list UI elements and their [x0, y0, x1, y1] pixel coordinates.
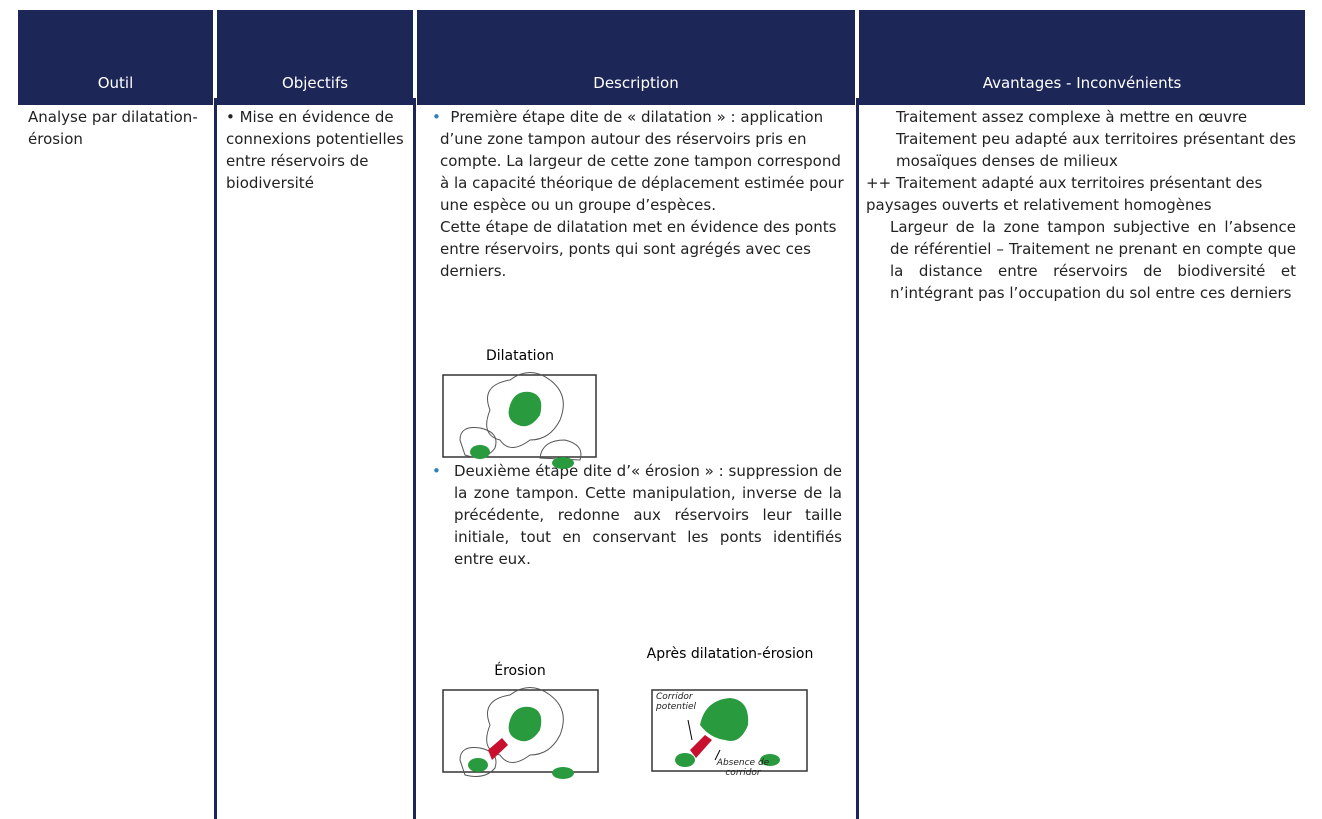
- header-text: Objectifs: [281, 73, 349, 92]
- header-text: Description: [593, 73, 679, 92]
- figure-title: Après dilatation-érosion: [647, 646, 814, 662]
- description-step: Première étape dite de « dilatation » : …: [440, 108, 844, 214]
- header-text: Avantages - Inconvénients: [982, 73, 1182, 92]
- figure-frame: [651, 689, 808, 772]
- header-cell: Avantages - Inconvénients: [859, 10, 1305, 105]
- advantages: Traitement assez complexe à mettre en œu…: [866, 106, 1296, 304]
- figure-erosion: [459, 687, 574, 779]
- header-text: Outil: [97, 73, 134, 92]
- advantage-item: Traitement peu adapté aux territoires pr…: [896, 130, 1296, 170]
- figure-label: Corridor potentiel: [656, 692, 697, 712]
- objective-text: • Mise en évidence de connexions potenti…: [226, 108, 404, 192]
- description-2: • Deuxième étape dite d’« érosion » : sup…: [432, 462, 842, 568]
- arrow: [714, 749, 721, 761]
- advantage-item: Traitement assez complexe à mettre en œu…: [896, 108, 1248, 126]
- header-cell: Description: [417, 10, 855, 105]
- figure-dilatation: [459, 372, 582, 469]
- tool-text: Analyse par dilatation-érosion: [28, 108, 198, 148]
- figure-title: Érosion: [494, 662, 545, 679]
- figure-after: [675, 698, 780, 767]
- advantage-item: Largeur de la zone tampon subjective en …: [890, 218, 1296, 302]
- description: • Première étape dite de « dilatation » …: [432, 106, 848, 282]
- advantage-item: ++ Traitement adapté aux territoires pré…: [866, 174, 1263, 214]
- figure-label: Absence de corridor: [716, 758, 770, 778]
- header-cell: Outil: [18, 10, 213, 105]
- column-divider: [214, 98, 217, 819]
- description-note: Cette étape de dilatation met en évidenc…: [440, 218, 837, 280]
- figure-title: Dilatation: [486, 348, 554, 364]
- arrow: [687, 719, 693, 741]
- figures: Dilatation Érosion Après dilatation-éros…: [442, 348, 814, 779]
- header-cell: Objectifs: [217, 10, 413, 105]
- figure-frame: [442, 689, 599, 773]
- column-divider: [856, 98, 859, 819]
- figure-title-text: Après dilatation-érosion: [647, 646, 814, 662]
- description-step: Deuxième étape dite d’« érosion » : supp…: [454, 462, 842, 568]
- column-divider: [413, 98, 416, 819]
